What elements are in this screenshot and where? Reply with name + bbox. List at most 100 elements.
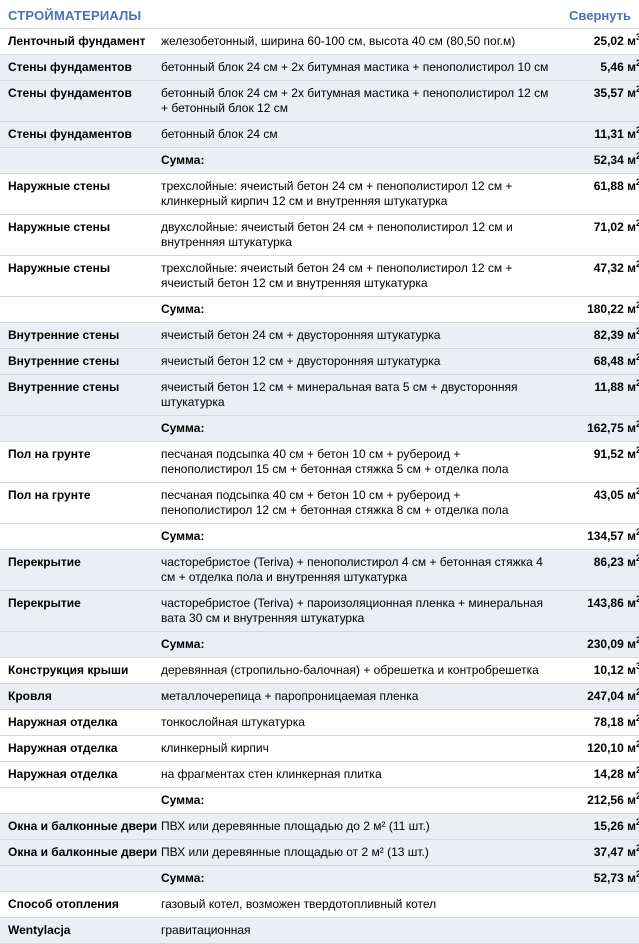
table-row: Wentylacja гравитационная (0, 917, 639, 944)
row-value-exponent: 2 (635, 300, 639, 310)
row-name: Конструкция крыши (0, 657, 160, 684)
row-value: 247,04 м2 (560, 683, 639, 710)
table-row: Сумма: 134,57 м2 (0, 523, 639, 550)
row-name (0, 415, 160, 442)
row-value-text: 120,10 м (587, 741, 636, 755)
row-value-exponent: 2 (635, 151, 639, 161)
row-value-exponent: 2 (635, 713, 639, 723)
table-row: Окна и балконные двери ПВХ или деревянны… (0, 839, 639, 866)
row-value: 35,57 м2 (560, 80, 639, 122)
row-value-text: 11,31 м (594, 127, 636, 141)
row-value-text: 5,46 м (600, 60, 636, 74)
row-value-text: 68,48 м (593, 354, 636, 368)
row-value-text: 10,12 м (593, 663, 636, 677)
row-value-exponent: 2 (635, 791, 639, 801)
row-value-exponent: 2 (635, 817, 639, 827)
row-name (0, 147, 160, 174)
row-value-exponent: 2 (635, 635, 639, 645)
row-value: 91,52 м2 (560, 441, 639, 483)
row-description: гравитационная (160, 917, 560, 944)
row-value: 25,02 м3 (560, 28, 639, 55)
row-value-exponent: 2 (635, 326, 639, 336)
row-value-exponent: 2 (635, 58, 639, 68)
materials-table-body: Ленточный фундамент железобетонный, шири… (0, 28, 639, 944)
row-value-text: 52,34 м (593, 153, 636, 167)
row-value-text: 134,57 м (587, 529, 636, 543)
row-value-text: 91,52 м (593, 447, 636, 461)
table-row: Наружные стены двухслойные: ячеистый бет… (0, 214, 639, 256)
row-name (0, 787, 160, 814)
row-description: песчаная подсыпка 40 см + бетон 10 см + … (160, 482, 560, 524)
page-title: СТРОЙМАТЕРИАЛЫ (8, 8, 142, 23)
table-row: Наружная отделка тонкослойная штукатурка… (0, 709, 639, 736)
row-value: 134,57 м2 (560, 523, 639, 550)
row-value-exponent: 2 (635, 125, 639, 135)
row-value-exponent: 2 (635, 594, 639, 604)
row-name: Wentylacja (0, 917, 160, 944)
row-value-text: 78,18 м (593, 715, 636, 729)
row-value: 78,18 м2 (560, 709, 639, 736)
row-description: ячеистый бетон 12 см + двусторонняя штук… (160, 348, 560, 375)
table-row: Перекрытие часторебристое (Teriva) + пар… (0, 590, 639, 632)
table-row: Внутренние стены ячеистый бетон 12 см + … (0, 374, 639, 416)
row-description: железобетонный, ширина 60-100 см, высота… (160, 28, 560, 55)
row-value-text: 52,73 м (593, 871, 636, 885)
row-value-text: 15,26 м (593, 819, 636, 833)
row-description: Сумма: (160, 631, 560, 658)
row-description: ПВХ или деревянные площадью от 2 м² (13 … (160, 839, 560, 866)
row-value: 143,86 м2 (560, 590, 639, 632)
row-name: Стены фундаментов (0, 54, 160, 81)
table-row: Стены фундаментов бетонный блок 24 см 11… (0, 121, 639, 148)
table-row: Наружные стены трехслойные: ячеистый бет… (0, 173, 639, 215)
row-description: Сумма: (160, 296, 560, 323)
row-name: Пол на грунте (0, 482, 160, 524)
collapse-link[interactable]: Свернуть (569, 8, 631, 23)
row-name (0, 296, 160, 323)
row-description: бетонный блок 24 см + 2х битумная мастик… (160, 54, 560, 81)
row-description: часторебристое (Teriva) + пенополистирол… (160, 549, 560, 591)
row-description: Сумма: (160, 787, 560, 814)
table-row: Наружная отделка клинкерный кирпич 120,1… (0, 735, 639, 762)
row-value: 52,73 м2 (560, 865, 639, 892)
row-value-text: 11,88 м (594, 380, 636, 394)
row-description: песчаная подсыпка 40 см + бетон 10 см + … (160, 441, 560, 483)
row-description: бетонный блок 24 см + 2х битумная мастик… (160, 80, 560, 122)
row-name (0, 523, 160, 550)
row-value-exponent: 2 (635, 218, 639, 228)
row-value-exponent: 3 (635, 661, 639, 671)
row-value-exponent: 2 (635, 445, 639, 455)
row-value-text: 61,88 м (593, 179, 636, 193)
row-description: трехслойные: ячеистый бетон 24 см + пено… (160, 173, 560, 215)
row-description: деревянная (стропильно-балочная) + обреш… (160, 657, 560, 684)
row-value-exponent: 2 (635, 843, 639, 853)
row-value: 11,88 м2 (560, 374, 639, 416)
table-row: Стены фундаментов бетонный блок 24 см + … (0, 54, 639, 81)
row-value (560, 917, 639, 944)
row-description: трехслойные: ячеистый бетон 24 см + пено… (160, 255, 560, 297)
row-value: 120,10 м2 (560, 735, 639, 762)
row-description: Сумма: (160, 415, 560, 442)
row-description: Сумма: (160, 523, 560, 550)
table-row: Внутренние стены ячеистый бетон 24 см + … (0, 322, 639, 349)
row-value-exponent: 2 (635, 259, 639, 269)
table-row: Способ отопления газовый котел, возможен… (0, 891, 639, 918)
table-row: Окна и балконные двери ПВХ или деревянны… (0, 813, 639, 840)
table-row: Ленточный фундамент железобетонный, шири… (0, 28, 639, 55)
row-name: Пол на грунте (0, 441, 160, 483)
row-description: клинкерный кирпич (160, 735, 560, 762)
table-row: Сумма: 162,75 м2 (0, 415, 639, 442)
row-value-text: 230,09 м (587, 637, 636, 651)
row-value: 43,05 м2 (560, 482, 639, 524)
row-value-exponent: 2 (635, 553, 639, 563)
row-value-exponent: 2 (635, 869, 639, 879)
row-value-text: 162,75 м (587, 421, 636, 435)
row-description: часторебристое (Teriva) + пароизоляционн… (160, 590, 560, 632)
row-value: 230,09 м2 (560, 631, 639, 658)
table-row: Стены фундаментов бетонный блок 24 см + … (0, 80, 639, 122)
row-name: Внутренние стены (0, 374, 160, 416)
row-value: 71,02 м2 (560, 214, 639, 256)
row-value: 162,75 м2 (560, 415, 639, 442)
table-row: Сумма: 212,56 м2 (0, 787, 639, 814)
row-value-exponent: 2 (635, 687, 639, 697)
row-name: Ленточный фундамент (0, 28, 160, 55)
